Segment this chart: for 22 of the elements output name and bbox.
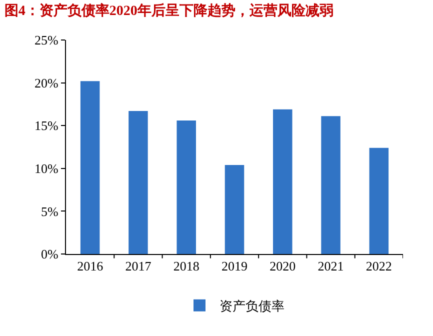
x-tick-label: 2017 bbox=[125, 258, 152, 274]
x-tick-label: 2022 bbox=[366, 258, 392, 274]
y-tick-label: 25% bbox=[34, 32, 59, 48]
x-tick-label: 2020 bbox=[270, 258, 296, 274]
chart-title: 图4：资产负债率2020年后呈下降趋势，运营风险减弱 bbox=[4, 2, 334, 19]
x-tick-label: 2019 bbox=[222, 258, 248, 274]
bar bbox=[273, 109, 292, 254]
x-tick-label: 2018 bbox=[173, 258, 200, 274]
bar bbox=[369, 148, 389, 254]
bar bbox=[224, 164, 244, 254]
y-tick-label: 5% bbox=[41, 204, 59, 219]
legend-label: 资产负债率 bbox=[220, 298, 284, 314]
y-tick-label: 15% bbox=[34, 118, 59, 134]
y-tick-label: 20% bbox=[34, 75, 59, 90]
x-tick-label: 2021 bbox=[318, 258, 344, 274]
y-tick-label: 0% bbox=[41, 246, 59, 262]
bar bbox=[176, 120, 196, 254]
bar bbox=[321, 116, 340, 254]
x-tick-label: 2016 bbox=[77, 258, 104, 274]
bar bbox=[80, 81, 100, 254]
y-tick-label: 10% bbox=[34, 160, 59, 176]
bar bbox=[128, 111, 148, 254]
